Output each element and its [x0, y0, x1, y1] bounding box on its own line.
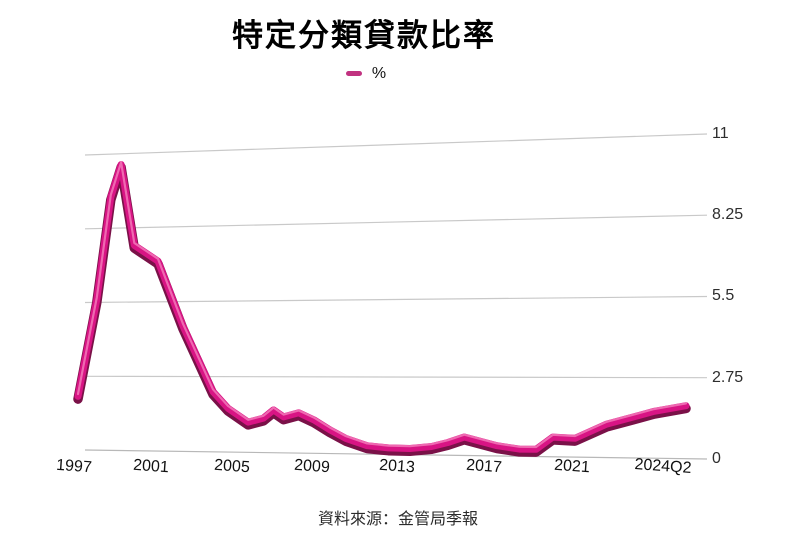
- y-tick-label: 11: [712, 125, 729, 142]
- source-note: 資料來源：金管局季報: [317, 511, 478, 528]
- gridline: [84, 214, 708, 230]
- gridline: [84, 375, 708, 379]
- series-line-highlight: [76, 161, 688, 449]
- series-line-shadow: [73, 162, 691, 457]
- y-tick-label: 8.25: [712, 206, 744, 223]
- gridlines: [84, 133, 708, 460]
- gridline: [84, 133, 708, 156]
- gridline: [84, 295, 708, 304]
- legend: %: [0, 63, 732, 83]
- y-tick-label: 2.75: [712, 369, 744, 386]
- chart-title: 特定分類貸款比率: [232, 18, 496, 53]
- legend-line-swatch-icon: [345, 71, 362, 76]
- series-line: [74, 161, 690, 453]
- y-tick-label: 0: [712, 450, 721, 467]
- legend-series-label: %: [371, 64, 387, 82]
- y-tick-label: 5.5: [712, 287, 735, 304]
